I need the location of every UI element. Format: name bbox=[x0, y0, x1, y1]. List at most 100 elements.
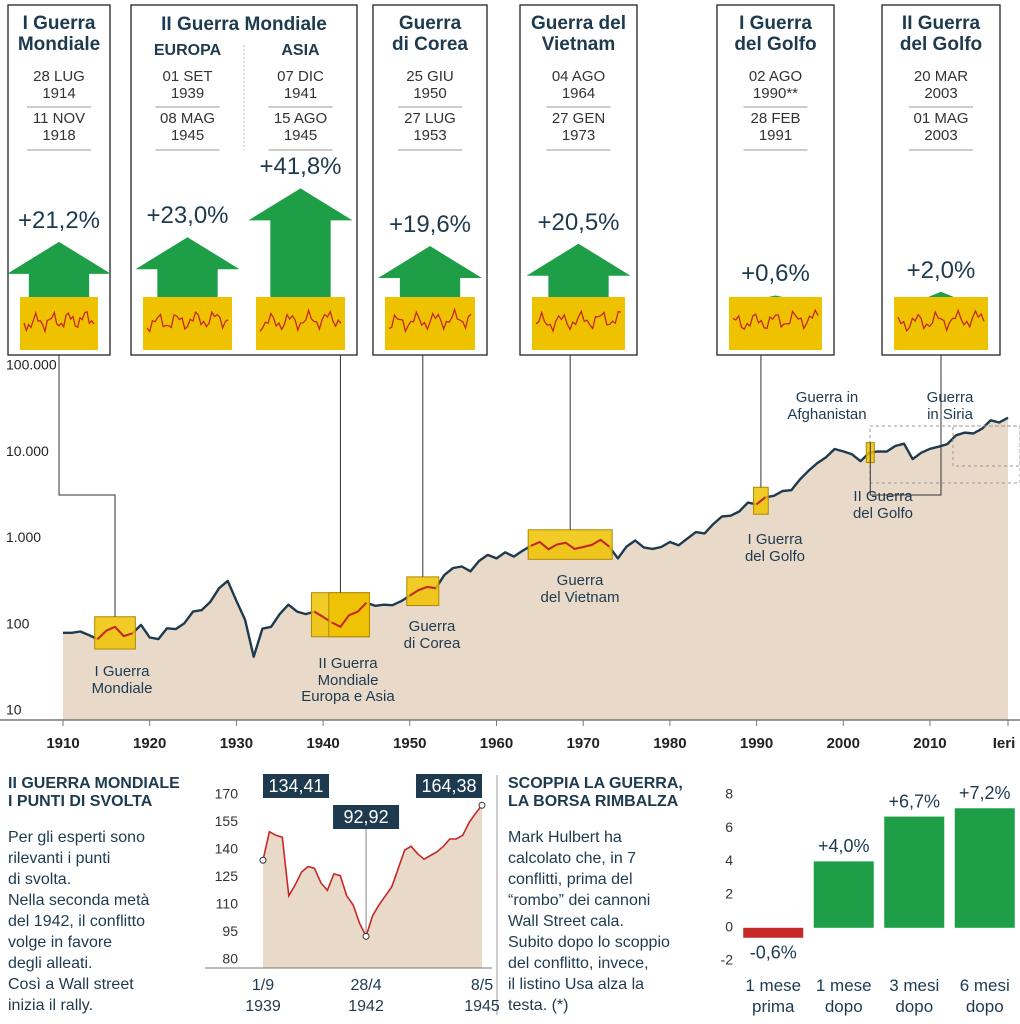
start-date: 28 LUG 1914 bbox=[33, 68, 85, 102]
value-label: +4,0% bbox=[818, 836, 870, 856]
y-tick-label: 8 bbox=[725, 786, 733, 802]
change-arrow bbox=[248, 188, 353, 297]
bar bbox=[743, 927, 804, 938]
thumbnail-line bbox=[23, 310, 95, 334]
annotation: Guerra in Siria bbox=[926, 389, 974, 423]
x-tick-label: 3 mesi dopo bbox=[889, 976, 940, 1016]
panel-title: Guerra di Corea bbox=[391, 13, 469, 55]
value-label: +6,7% bbox=[888, 791, 940, 811]
panel-title: II Guerra del Golfo bbox=[899, 13, 983, 55]
end-date: 15 AGO 1945 bbox=[273, 110, 328, 144]
war-line bbox=[530, 538, 610, 551]
war-line bbox=[97, 625, 133, 640]
value-label: 134,41 bbox=[268, 776, 323, 796]
thumbnail-line bbox=[732, 308, 819, 331]
inset-area bbox=[263, 805, 482, 968]
annotation: II Guerra Mondiale Europa e Asia bbox=[301, 655, 395, 705]
change-label: +41,8% bbox=[259, 153, 342, 181]
x-tick-label: 1 mese dopo bbox=[815, 976, 872, 1016]
change-label: +19,6% bbox=[388, 211, 472, 239]
change-label: +0,6% bbox=[741, 260, 810, 288]
y-tick-label: 155 bbox=[215, 813, 239, 829]
start-date: 01 SET 1939 bbox=[162, 68, 213, 102]
x-tick-label: 8/5 1945 bbox=[464, 977, 500, 1015]
thumbnail-line bbox=[535, 309, 622, 333]
annotation: Guerra di Corea bbox=[403, 618, 461, 652]
change-label: +20,5% bbox=[537, 208, 620, 236]
thumbnail-line bbox=[388, 307, 472, 334]
war-highlight bbox=[94, 616, 136, 650]
thumbnail bbox=[532, 297, 625, 350]
point bbox=[362, 932, 370, 940]
x-tick-label: 1910 bbox=[46, 735, 79, 752]
y-tick-label: 4 bbox=[725, 852, 733, 868]
end-date: 11 NOV 1918 bbox=[32, 110, 86, 144]
x-tick-label: 1990 bbox=[740, 735, 773, 752]
label-box bbox=[263, 774, 329, 798]
start-date: 02 AGO 1990** bbox=[748, 68, 803, 102]
thumbnail-line bbox=[146, 310, 229, 333]
x-tick-label: 1950 bbox=[393, 735, 426, 752]
change-arrow bbox=[526, 243, 631, 297]
inset-title: II GUERRA MONDIALE I PUNTI DI SVOLTA bbox=[8, 775, 180, 810]
x-tick-label: 1960 bbox=[480, 735, 513, 752]
y-tick-label: 100.000 bbox=[6, 357, 57, 373]
thumbnail-line bbox=[897, 308, 985, 333]
panel-title: Guerra del Vietnam bbox=[530, 13, 627, 55]
end-date: 28 FEB 1991 bbox=[750, 110, 801, 144]
start-date: 25 GIU 1950 bbox=[406, 68, 454, 102]
change-arrow bbox=[768, 295, 783, 297]
connector bbox=[58, 355, 116, 617]
thumbnail bbox=[894, 297, 988, 350]
thumbnail bbox=[143, 297, 232, 350]
change-arrow bbox=[928, 291, 954, 297]
x-tick-label: 1/9 1939 bbox=[245, 977, 281, 1015]
y-tick-label: 1.000 bbox=[6, 529, 41, 545]
point bbox=[259, 856, 267, 864]
x-tick-label: 1 mese prima bbox=[745, 976, 802, 1016]
inset-text: Per gli esperti sono rilevanti i punti d… bbox=[8, 829, 150, 1014]
x-tick-label: 6 mesi dopo bbox=[959, 976, 1010, 1016]
y-tick-label: 140 bbox=[215, 841, 239, 857]
war-line bbox=[409, 585, 436, 597]
area bbox=[63, 417, 1008, 720]
value-label: +7,2% bbox=[959, 783, 1011, 803]
x-tick-label: 28/4 1942 bbox=[348, 977, 384, 1015]
thumbnail-line bbox=[259, 308, 342, 333]
y-tick-label: 125 bbox=[215, 868, 239, 884]
y-tick-label: 0 bbox=[725, 919, 733, 935]
bar-text: Mark Hulbert ha calcolato che, in 7 conf… bbox=[508, 829, 670, 1014]
war-highlight bbox=[406, 576, 440, 607]
bar-title: SCOPPIA LA GUERRA, LA BORSA RIMBALZA bbox=[508, 775, 683, 810]
x-tick-label: 1970 bbox=[566, 735, 599, 752]
change-arrow bbox=[7, 241, 111, 297]
value-label: -0,6% bbox=[750, 943, 797, 963]
change-arrow bbox=[378, 246, 482, 297]
bar bbox=[954, 808, 1015, 928]
war-line bbox=[331, 602, 368, 629]
y-tick-label: 100 bbox=[6, 615, 30, 631]
start-date: 04 AGO 1964 bbox=[551, 68, 606, 102]
x-tick-label: 1980 bbox=[653, 735, 686, 752]
dashed-zone bbox=[952, 425, 1020, 467]
change-label: +2,0% bbox=[906, 256, 976, 284]
end-date: 01 MAG 2003 bbox=[913, 110, 969, 144]
y-tick-label: 2 bbox=[725, 885, 733, 901]
annotation: Guerra del Vietnam bbox=[540, 572, 620, 606]
value-label: 92,92 bbox=[344, 807, 389, 827]
x-tick-label: 1930 bbox=[220, 735, 253, 752]
y-tick-label: 170 bbox=[215, 786, 239, 802]
x-tick-label: Ieri bbox=[993, 735, 1016, 752]
end-date: 27 GEN 1973 bbox=[551, 110, 606, 144]
bar bbox=[813, 861, 874, 928]
label-box bbox=[333, 805, 400, 829]
y-tick-label: 80 bbox=[222, 951, 238, 967]
panel-title: I Guerra Mondiale bbox=[17, 13, 101, 55]
end-date: 27 LUG 1953 bbox=[404, 110, 456, 144]
x-tick-label: 2010 bbox=[913, 735, 946, 752]
start-date: 07 DIC 1941 bbox=[277, 68, 324, 102]
column-name: EUROPA bbox=[153, 42, 222, 59]
inset-line bbox=[262, 804, 483, 939]
connector bbox=[869, 355, 942, 496]
